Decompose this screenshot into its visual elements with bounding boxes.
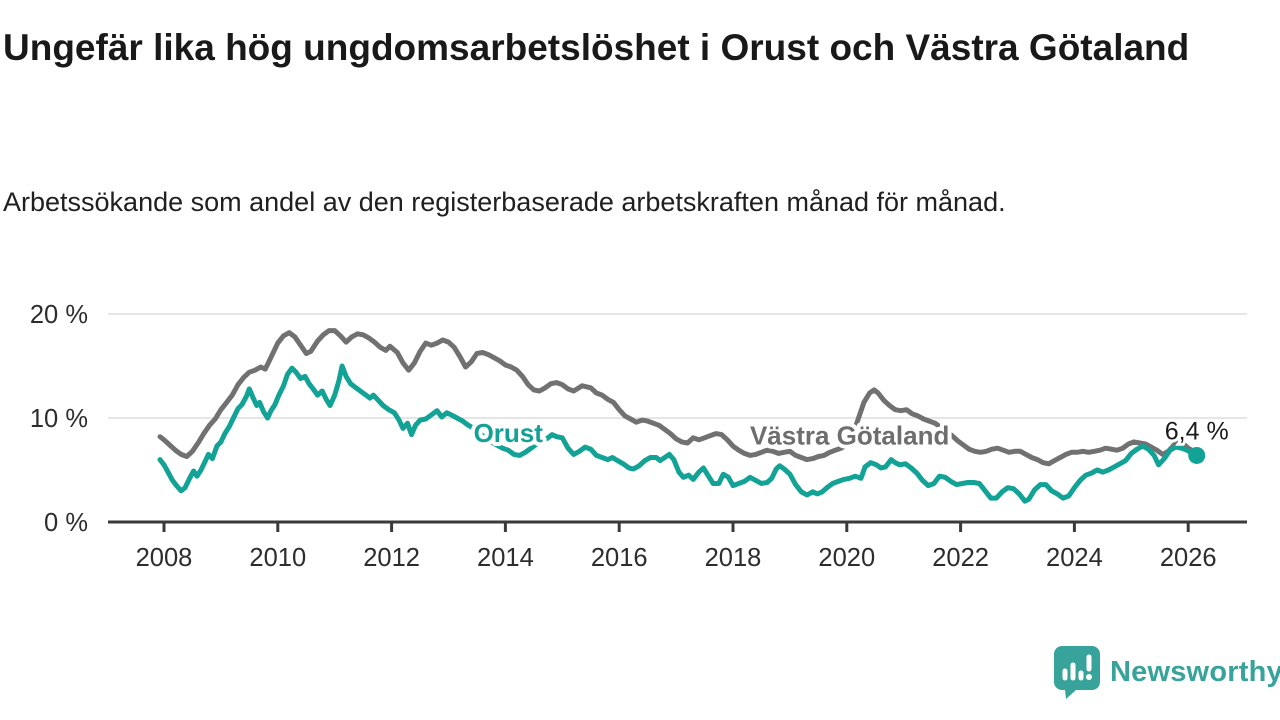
exclamation-dot	[1086, 674, 1092, 680]
y-tick-label: 10 %	[30, 405, 88, 433]
series-label-v-stra-g-taland: Västra Götaland	[750, 421, 949, 451]
newsworthy-logo: Newsworthy	[1053, 645, 1280, 700]
x-tick-label: 2016	[591, 544, 648, 572]
x-tick-label: 2018	[705, 544, 762, 572]
x-tick-label: 2008	[136, 544, 193, 572]
series-label-orust: Orust	[474, 418, 544, 448]
latest-value-dot	[1188, 446, 1206, 464]
x-tick-label: 2012	[363, 544, 420, 572]
y-tick-label: 20 %	[30, 301, 88, 329]
x-tick-label: 2026	[1160, 544, 1217, 572]
x-tick-label: 2014	[477, 544, 534, 572]
page-title: Ungefär lika hög ungdomsarbetslöshet i O…	[3, 27, 1190, 68]
newsworthy-logo-text: Newsworthy	[1110, 656, 1280, 688]
x-tick-label: 2024	[1046, 544, 1103, 572]
speech-bubble-shape	[1054, 646, 1100, 699]
series-line-orust	[157, 363, 1200, 504]
series-line-v-stra-g-taland	[157, 328, 1203, 467]
latest-value-label: 6,4 %	[1165, 417, 1229, 445]
newsworthy-logo-icon	[1053, 645, 1101, 700]
x-tick-label: 2020	[818, 544, 875, 572]
chart-subtitle: Arbetssökande som andel av den registerb…	[3, 187, 1006, 217]
x-tick-label: 2010	[249, 544, 306, 572]
x-tick-label: 2022	[932, 544, 989, 572]
y-tick-label: 0 %	[44, 509, 88, 537]
